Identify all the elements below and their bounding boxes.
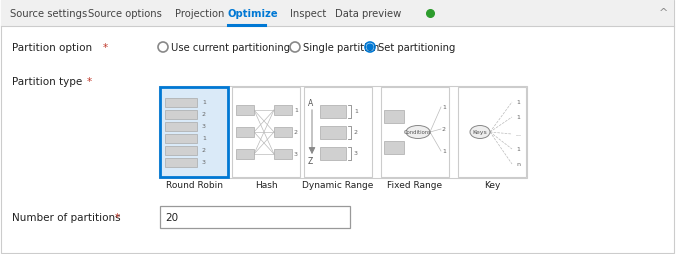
Text: 3: 3 — [354, 151, 358, 156]
Ellipse shape — [470, 126, 490, 139]
Text: Optimize: Optimize — [228, 9, 279, 19]
FancyBboxPatch shape — [165, 134, 197, 143]
FancyBboxPatch shape — [165, 122, 197, 131]
FancyBboxPatch shape — [384, 141, 404, 154]
Text: 1: 1 — [516, 100, 520, 105]
Text: Source options: Source options — [88, 9, 162, 19]
Text: Use current partitioning: Use current partitioning — [171, 43, 290, 53]
Ellipse shape — [406, 126, 430, 139]
FancyBboxPatch shape — [165, 158, 197, 167]
FancyBboxPatch shape — [236, 128, 254, 137]
FancyBboxPatch shape — [274, 106, 292, 116]
Text: Partition option: Partition option — [12, 43, 92, 53]
Text: Key: Key — [484, 181, 500, 190]
Text: Fixed Range: Fixed Range — [387, 181, 443, 190]
Text: 20: 20 — [165, 212, 178, 222]
FancyBboxPatch shape — [458, 88, 526, 177]
Text: Single partition: Single partition — [303, 43, 379, 53]
Text: *: * — [115, 212, 120, 222]
Text: 2: 2 — [202, 112, 206, 117]
FancyBboxPatch shape — [160, 206, 350, 228]
Text: 1: 1 — [442, 149, 446, 154]
Text: Z: Z — [308, 157, 313, 166]
FancyBboxPatch shape — [165, 146, 197, 155]
FancyBboxPatch shape — [320, 126, 346, 139]
FancyBboxPatch shape — [384, 110, 404, 123]
FancyBboxPatch shape — [320, 105, 346, 118]
FancyBboxPatch shape — [236, 149, 254, 159]
Text: *: * — [87, 77, 92, 87]
Text: 1: 1 — [516, 147, 520, 152]
Text: 3: 3 — [202, 124, 206, 129]
Text: n: n — [516, 162, 520, 167]
Text: 1: 1 — [294, 108, 298, 113]
FancyBboxPatch shape — [236, 106, 254, 116]
Text: 2: 2 — [202, 148, 206, 153]
Text: Hash: Hash — [255, 181, 277, 190]
Text: 3: 3 — [202, 160, 206, 165]
Text: 2: 2 — [354, 130, 358, 135]
Text: 2: 2 — [294, 130, 298, 135]
Text: Set partitioning: Set partitioning — [378, 43, 456, 53]
FancyBboxPatch shape — [232, 88, 300, 177]
Text: 1: 1 — [202, 100, 206, 105]
Text: Inspect: Inspect — [290, 9, 327, 19]
FancyBboxPatch shape — [165, 98, 197, 107]
FancyBboxPatch shape — [304, 88, 372, 177]
Text: 1: 1 — [354, 109, 358, 114]
Text: 2: 2 — [442, 127, 446, 132]
Text: Data preview: Data preview — [335, 9, 402, 19]
Text: Conditions: Conditions — [404, 130, 432, 135]
Text: 1: 1 — [516, 115, 520, 120]
FancyBboxPatch shape — [165, 110, 197, 119]
FancyBboxPatch shape — [381, 88, 449, 177]
Text: ...: ... — [515, 132, 521, 137]
Text: 1: 1 — [202, 136, 206, 141]
Text: Number of partitions: Number of partitions — [12, 212, 120, 222]
Text: Partition type: Partition type — [12, 77, 82, 87]
FancyBboxPatch shape — [274, 128, 292, 137]
Circle shape — [367, 45, 373, 51]
Text: Keys: Keys — [473, 130, 487, 135]
FancyBboxPatch shape — [274, 149, 292, 159]
Text: ^: ^ — [658, 8, 668, 18]
Text: 1: 1 — [442, 105, 446, 110]
Text: A: A — [308, 99, 313, 108]
FancyBboxPatch shape — [320, 147, 346, 160]
Text: *: * — [103, 43, 108, 53]
Text: Projection: Projection — [175, 9, 224, 19]
FancyBboxPatch shape — [160, 88, 228, 177]
Text: Dynamic Range: Dynamic Range — [302, 181, 374, 190]
Text: 3: 3 — [294, 152, 298, 157]
Text: Round Robin: Round Robin — [166, 181, 222, 190]
FancyBboxPatch shape — [1, 1, 674, 27]
Text: Source settings: Source settings — [10, 9, 87, 19]
